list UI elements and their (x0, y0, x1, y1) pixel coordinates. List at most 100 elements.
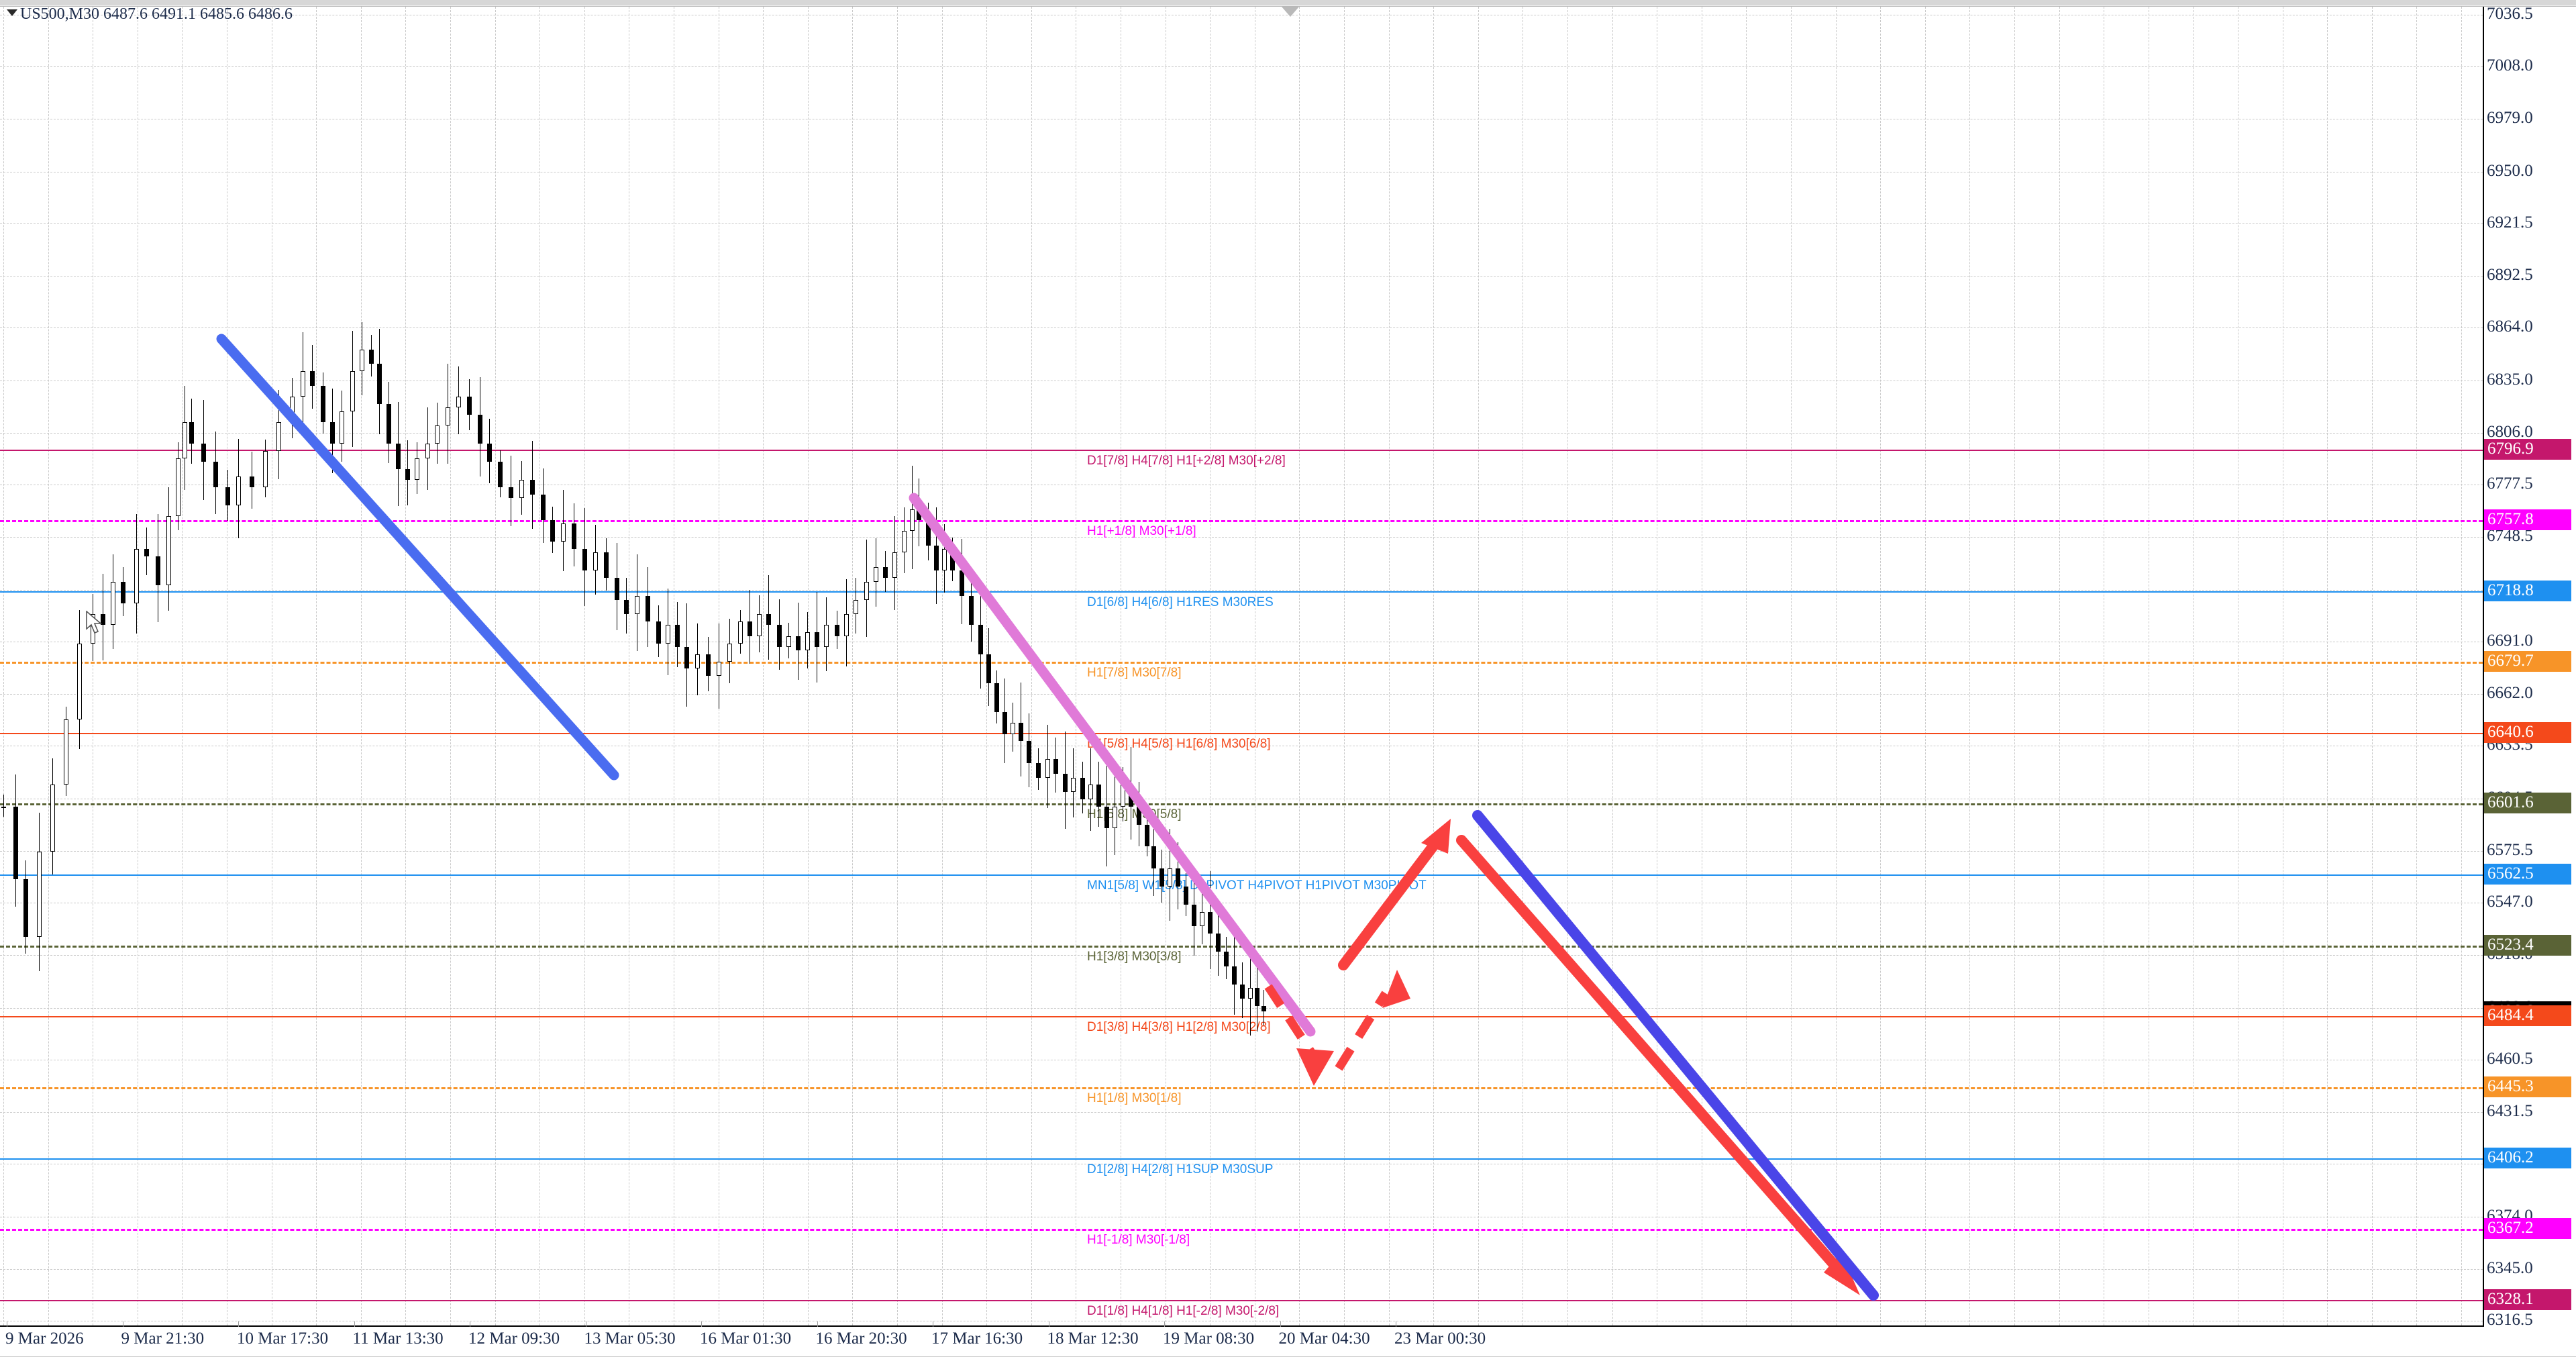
price-axis[interactable]: 7036.5 7008.0 6979.0 6950.0 6921.5 6892.5 6864… (2484, 5, 2576, 1329)
price-level-line[interactable] (0, 803, 2483, 806)
grid-line-vertical (48, 7, 49, 1325)
price-axis-tick: 6806.0 (2487, 422, 2533, 441)
drawing-objects-layer (216, 334, 1879, 1301)
blue-projection-line[interactable] (1472, 810, 1879, 1301)
grid-line-vertical (2372, 7, 2373, 1325)
price-axis-tick: 6979.0 (2487, 109, 2533, 128)
grid-line-vertical (1791, 7, 1792, 1325)
time-axis-tick: 9 Mar 2026 (5, 1329, 84, 1348)
grid-line-vertical (182, 7, 183, 1325)
time-axis-tick: 10 Mar 17:30 (237, 1329, 329, 1348)
grid-line-vertical (2059, 7, 2060, 1325)
grid-line-vertical (852, 7, 853, 1325)
chart-title: US500,M30 6487.6 6491.1 6485.6 6486.6 (20, 5, 293, 23)
level-price-tag[interactable]: 6640.6 (2484, 722, 2571, 744)
price-axis-tick: 6345.0 (2487, 1258, 2533, 1277)
price-axis-tick: 6892.5 (2487, 266, 2533, 285)
price-axis-tick: 6575.5 (2487, 840, 2533, 859)
grid-line-horizontal (0, 276, 2483, 277)
grid-line-vertical (1925, 7, 1926, 1325)
price-level-line[interactable] (0, 945, 2483, 948)
grid-line-vertical (1746, 7, 1747, 1325)
price-level-line[interactable] (0, 1087, 2483, 1089)
price-level-label: MN1[5/8] W1[5/8] D1PIVOT H4PIVOT H1PIVOT… (1087, 878, 1427, 893)
price-level-line[interactable] (0, 1228, 2483, 1231)
level-price-tag[interactable]: 6562.5 (2484, 864, 2571, 885)
grid-line-vertical (1031, 7, 1032, 1325)
price-level-line[interactable] (0, 733, 2483, 735)
price-axis-tick: 6921.5 (2487, 213, 2533, 232)
level-price-tag[interactable]: 6757.8 (2484, 509, 2571, 531)
scrollbar-thumb[interactable] (0, 0, 2576, 5)
time-axis-mark (238, 1321, 239, 1327)
time-axis-tick: 20 Mar 04:30 (1278, 1329, 1370, 1348)
grid-line-horizontal (0, 850, 2483, 852)
price-axis-tick: 6431.5 (2487, 1102, 2533, 1121)
grid-line-horizontal (0, 694, 2483, 695)
grid-line-vertical (897, 7, 898, 1325)
level-price-tag[interactable]: 6679.7 (2484, 651, 2571, 672)
price-axis-tick: 7036.5 (2487, 5, 2533, 23)
price-level-label: D1[7/8] H4[7/8] H1[+2/8] M30[+2/8] (1087, 453, 1286, 468)
price-level-line[interactable] (0, 520, 2483, 523)
price-level-line[interactable] (0, 1158, 2483, 1160)
time-axis-mark (817, 1321, 818, 1327)
price-level-line[interactable] (0, 874, 2483, 876)
grid-line-horizontal (0, 955, 2483, 956)
price-level-line[interactable] (0, 1299, 2483, 1301)
level-price-tag[interactable]: 6367.2 (2484, 1217, 2571, 1239)
price-level-label: D1[5/8] H4[5/8] H1[6/8] M30[6/8] (1087, 737, 1271, 752)
chart-dropdown-icon[interactable] (7, 9, 17, 16)
grid-line-horizontal (0, 589, 2483, 591)
time-axis-tick: 19 Mar 08:30 (1163, 1329, 1255, 1348)
price-axis-tick: 6662.0 (2487, 684, 2533, 703)
grid-line-horizontal (0, 66, 2483, 68)
time-axis-tick: 12 Mar 09:30 (468, 1329, 560, 1348)
grid-line-horizontal (0, 537, 2483, 538)
time-axis[interactable]: 9 Mar 2026 9 Mar 21:30 10 Mar 17:30 11 Mar … (0, 1321, 2576, 1357)
price-axis-tick: 6777.5 (2487, 474, 2533, 493)
grid-line-horizontal (0, 1007, 2483, 1009)
level-price-tag[interactable]: 6484.4 (2484, 1005, 2571, 1027)
price-level-line[interactable] (0, 662, 2483, 664)
level-price-tag[interactable]: 6601.6 (2484, 793, 2571, 814)
price-axis-tick: 6864.0 (2487, 317, 2533, 336)
grid-line-horizontal (0, 1112, 2483, 1113)
grid-line-vertical (3, 7, 4, 1325)
price-level-label: H1[5/8] M30[5/8] (1087, 807, 1182, 822)
grid-line-vertical (361, 7, 362, 1325)
time-axis-mark (354, 1321, 355, 1327)
time-axis-tick: 9 Mar 21:30 (121, 1329, 205, 1348)
price-level-line[interactable] (0, 449, 2483, 451)
chart-plot-area[interactable]: D1[7/8] H4[7/8] H1[+2/8] M30[+2/8] H1[+1/… (0, 7, 2483, 1325)
level-price-tag[interactable]: 6328.1 (2484, 1289, 2571, 1310)
level-price-tag[interactable]: 6796.9 (2484, 438, 2571, 460)
level-price-tag[interactable]: 6445.3 (2484, 1076, 2571, 1097)
level-price-tag[interactable]: 6406.2 (2484, 1147, 2571, 1168)
time-axis-tick: 17 Mar 16:30 (931, 1329, 1023, 1348)
grid-line-vertical (763, 7, 764, 1325)
grid-line-vertical (316, 7, 317, 1325)
price-level-label: H1[-1/8] M30[-1/8] (1087, 1232, 1190, 1247)
time-axis-tick: 11 Mar 13:30 (352, 1329, 444, 1348)
grid-line-vertical (2014, 7, 2015, 1325)
collapse-triangle-icon[interactable] (1282, 7, 1299, 17)
price-axis-tick: 6950.0 (2487, 161, 2533, 180)
price-axis-tick: 6316.5 (2487, 1311, 2533, 1329)
red-projection-down-arrow[interactable] (1456, 835, 1860, 1295)
blue-downtrend-line-left[interactable] (216, 334, 619, 781)
grid-line-vertical (495, 7, 496, 1325)
level-price-tag[interactable]: 6718.8 (2484, 580, 2571, 601)
grid-line-vertical (405, 7, 406, 1325)
grid-line-vertical (1880, 7, 1881, 1325)
horizontal-scrollbar[interactable] (0, 0, 2576, 7)
price-level-label: H1[1/8] M30[1/8] (1087, 1091, 1182, 1105)
price-level-line[interactable] (0, 1016, 2483, 1018)
grid-line-vertical (1836, 7, 1837, 1325)
price-level-label: H1[+1/8] M30[+1/8] (1087, 524, 1196, 539)
grid-line-vertical (942, 7, 943, 1325)
price-level-line[interactable] (0, 591, 2483, 593)
grid-line-vertical (2461, 7, 2462, 1325)
level-price-tag[interactable]: 6523.4 (2484, 934, 2571, 956)
